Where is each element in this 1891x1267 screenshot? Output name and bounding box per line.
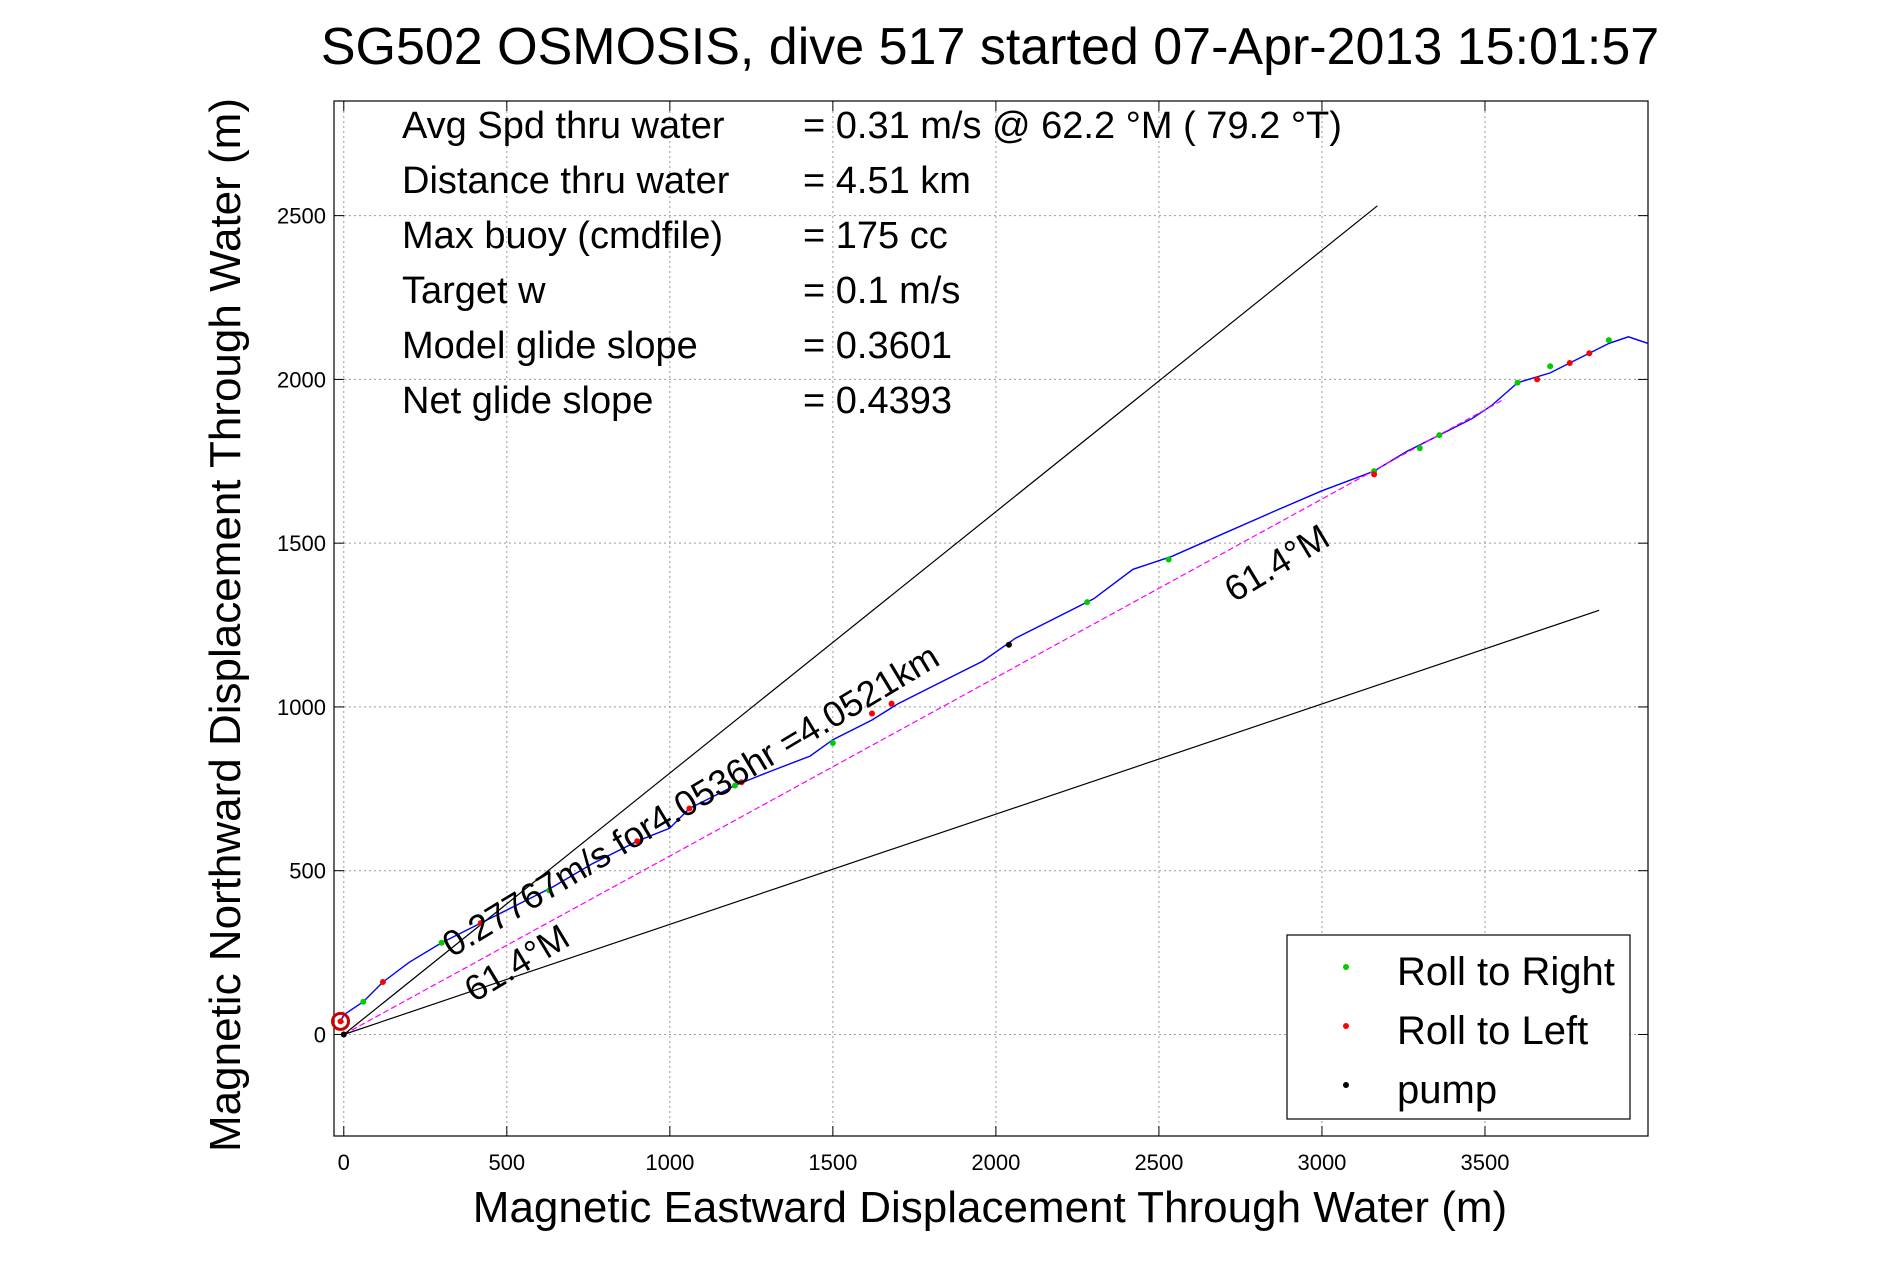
x-axis-label: Magnetic Eastward Displacement Through W… [473,1183,1507,1232]
heading-bound-line-upper [343,205,1378,1035]
roll-left-point [1586,350,1593,357]
roll-left-point [1371,471,1378,478]
stat-label: Avg Spd thru water [402,105,725,147]
y-tick-label: 1500 [277,531,326,556]
legend-marker [1343,1082,1349,1088]
roll-right-point [1165,556,1172,563]
roll-right-point [1416,445,1423,452]
x-tick-label: 0 [338,1150,350,1175]
stat-value: = 4.51 km [803,160,971,202]
y-axis-label: Magnetic Northward Displacement Through … [201,98,250,1152]
stat-value: = 175 cc [803,215,948,257]
roll-left-point [477,920,484,927]
track-line [339,336,1648,1022]
x-tick-label: 2000 [971,1150,1020,1175]
stat-label: Distance thru water [402,160,730,202]
y-tick-label: 2500 [277,204,326,229]
roll-left-point [379,979,386,986]
legend-marker [1343,1023,1349,1029]
legend-label: pump [1397,1068,1497,1112]
roll-right-point [360,998,367,1005]
roll-left-point [634,838,641,845]
stat-label: Max buoy (cmdfile) [402,215,723,257]
pump-point [1005,641,1012,648]
stat-value: = 0.3601 [803,325,952,367]
roll-right-point [1514,379,1521,386]
chart-title: SG502 OSMOSIS, dive 517 started 07-Apr-2… [321,18,1659,76]
stat-value: = 0.1 m/s [803,270,960,312]
legend-marker [1343,964,1349,970]
legend-label: Roll to Left [1397,1009,1588,1053]
x-tick-label: 500 [488,1150,525,1175]
x-tick-label: 2500 [1134,1150,1183,1175]
roll-left-point [1534,376,1541,383]
x-tick-label: 3500 [1460,1150,1509,1175]
roll-left-point [686,805,693,812]
roll-right-point [1084,599,1091,606]
pump-point [340,1031,347,1038]
roll-right-point [1605,337,1612,344]
roll-right-point [732,782,739,789]
roll-right-point [546,887,553,894]
stat-value: = 0.31 m/s @ 62.2 °M ( 79.2 °T) [803,105,1342,147]
y-tick-label: 2000 [277,367,326,392]
roll-left-point [1566,360,1573,367]
stat-label: Target w [402,270,546,312]
roll-left-point [868,710,875,717]
average-heading-line [343,398,1505,1036]
y-tick-label: 1000 [277,695,326,720]
y-tick-label: 500 [289,859,326,884]
x-tick-label: 1000 [645,1150,694,1175]
stat-value: = 0.4393 [803,380,952,422]
legend-label: Roll to Right [1397,950,1615,994]
roll-left-point [888,700,895,707]
roll-right-point [1547,363,1554,370]
heading-bound-line-lower [343,609,1600,1036]
roll-right-point [829,739,836,746]
roll-right-point [438,939,445,946]
x-tick-label: 3000 [1297,1150,1346,1175]
roll-right-point [1436,432,1443,439]
plot-frame [333,100,1649,1137]
dive-start-marker [331,1011,351,1031]
stat-label: Model glide slope [402,325,698,367]
stat-label: Net glide slope [402,380,653,422]
y-tick-label: 0 [314,1022,326,1047]
roll-left-point [337,1018,344,1025]
roll-left-point [738,779,745,786]
x-tick-label: 1500 [808,1150,857,1175]
